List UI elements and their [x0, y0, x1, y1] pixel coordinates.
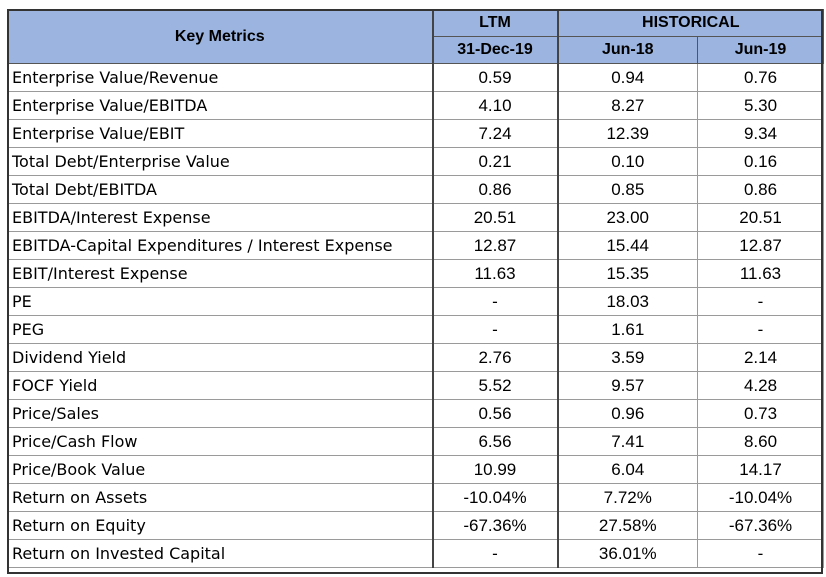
table-row: Dividend Yield 2.76 3.59 2.14 — [7, 343, 825, 372]
ltm-value-cell: 4.10 — [432, 91, 559, 120]
ltm-value-cell: -67.36% — [432, 511, 559, 540]
historical-1-value-cell: 27.58% — [557, 511, 698, 540]
historical-2-value-cell: 0.86 — [696, 175, 825, 204]
ltm-value-cell: 11.63 — [432, 259, 559, 288]
historical-1-value-cell: 0.10 — [557, 147, 698, 176]
ltm-value-cell: 10.99 — [432, 455, 559, 484]
historical-1-value-cell: 8.27 — [557, 91, 698, 120]
historical-2-value-cell: 5.30 — [696, 91, 825, 120]
historical-header: HISTORICAL — [556, 9, 825, 37]
ltm-value-cell: 6.56 — [432, 427, 559, 456]
historical-1-value-cell: 15.35 — [557, 259, 698, 288]
ltm-value-cell: 0.59 — [432, 63, 559, 92]
historical-1-value-cell: 6.04 — [557, 455, 698, 484]
table-row: Total Debt/EBITDA 0.86 0.85 0.86 — [7, 175, 825, 204]
ltm-value-cell: - — [432, 315, 559, 344]
historical-2-value-cell: 0.76 — [696, 63, 825, 92]
table-row: Return on Equity -67.36% 27.58% -67.36% — [7, 511, 825, 540]
ltm-value-cell: 2.76 — [432, 343, 559, 372]
historical-1-value-cell: 15.44 — [557, 231, 698, 260]
metric-name-cell: Enterprise Value/EBIT — [7, 119, 434, 148]
historical-1-value-cell: 23.00 — [557, 203, 698, 232]
table-row: Price/Cash Flow 6.56 7.41 8.60 — [7, 427, 825, 456]
table-row: Price/Sales 0.56 0.96 0.73 — [7, 399, 825, 428]
metrics-table-container: Key Metrics LTM HISTORICAL 31-Dec-19 Jun… — [7, 9, 825, 568]
ltm-value-cell: - — [432, 539, 559, 568]
metric-name-cell: EBITDA-Capital Expenditures / Interest E… — [7, 231, 434, 260]
historical-2-value-cell: - — [696, 539, 825, 568]
historical-2-value-cell: 0.16 — [696, 147, 825, 176]
metric-name-cell: Return on Invested Capital — [7, 539, 434, 568]
historical-2-value-cell: - — [696, 287, 825, 316]
table-row: Total Debt/Enterprise Value 0.21 0.10 0.16 — [7, 147, 825, 176]
ltm-value-cell: 0.86 — [432, 175, 559, 204]
historical-1-value-cell: 1.61 — [557, 315, 698, 344]
metric-name-cell: Price/Cash Flow — [7, 427, 434, 456]
ltm-date-header: 31-Dec-19 — [432, 36, 559, 64]
historical-1-value-cell: 36.01% — [557, 539, 698, 568]
metric-name-cell: Total Debt/EBITDA — [7, 175, 434, 204]
historical-2-value-cell: 14.17 — [696, 455, 825, 484]
historical-2-value-cell: 2.14 — [696, 343, 825, 372]
metric-name-cell: Enterprise Value/EBITDA — [7, 91, 434, 120]
metric-name-cell: EBIT/Interest Expense — [7, 259, 434, 288]
metric-name-cell: Return on Assets — [7, 483, 434, 512]
historical-1-value-cell: 3.59 — [557, 343, 698, 372]
table-row: Enterprise Value/EBIT 7.24 12.39 9.34 — [7, 119, 825, 148]
table-row: PEG -1.61- — [7, 315, 825, 344]
ltm-value-cell: 0.56 — [432, 399, 559, 428]
table-row: Return on Assets -10.04% 7.72% -10.04% — [7, 483, 825, 512]
historical-1-value-cell: 0.96 — [557, 399, 698, 428]
historical-2-value-cell: 9.34 — [696, 119, 825, 148]
historical-1-value-cell: 18.03 — [557, 287, 698, 316]
table-row: FOCF Yield 5.52 9.57 4.28 — [7, 371, 825, 400]
ltm-value-cell: 7.24 — [432, 119, 559, 148]
historical-1-value-cell: 0.94 — [557, 63, 698, 92]
table-row: EBITDA/Interest Expense 20.51 23.00 20.51 — [7, 203, 825, 232]
ltm-value-cell: 20.51 — [432, 203, 559, 232]
ltm-header: LTM — [432, 9, 559, 37]
metric-name-cell: Total Debt/Enterprise Value — [7, 147, 434, 176]
historical-2-value-cell: -67.36% — [696, 511, 825, 540]
historical-2-value-cell: -10.04% — [696, 483, 825, 512]
historical-1-value-cell: 7.41 — [557, 427, 698, 456]
historical-1-value-cell: 0.85 — [557, 175, 698, 204]
metric-name-cell: Dividend Yield — [7, 343, 434, 372]
metric-name-cell: Enterprise Value/Revenue — [7, 63, 434, 92]
historical-2-value-cell: - — [696, 315, 825, 344]
historical-2-value-cell: 8.60 — [696, 427, 825, 456]
ltm-value-cell: 0.21 — [432, 147, 559, 176]
metric-name-cell: Return on Equity — [7, 511, 434, 540]
metric-name-cell: EBITDA/Interest Expense — [7, 203, 434, 232]
key-metrics-header: Key Metrics — [7, 9, 434, 64]
historical-1-value-cell: 9.57 — [557, 371, 698, 400]
table-row: Price/Book Value 10.99 6.04 14.17 — [7, 455, 825, 484]
metric-name-cell: FOCF Yield — [7, 371, 434, 400]
ltm-value-cell: - — [432, 287, 559, 316]
table-row: Return on Invested Capital -36.01% - — [7, 539, 825, 568]
historical-2-value-cell: 20.51 — [696, 203, 825, 232]
ltm-value-cell: 12.87 — [432, 231, 559, 260]
ltm-value-cell: -10.04% — [432, 483, 559, 512]
historical-period-1-header: Jun-18 — [557, 36, 698, 64]
historical-2-value-cell: 12.87 — [696, 231, 825, 260]
table-row: Enterprise Value/EBITDA 4.10 8.27 5.30 — [7, 91, 825, 120]
historical-1-value-cell: 7.72% — [557, 483, 698, 512]
historical-2-value-cell: 11.63 — [696, 259, 825, 288]
table-row: EBIT/Interest Expense 11.63 15.35 11.63 — [7, 259, 825, 288]
key-metrics-table: Key Metrics LTM HISTORICAL 31-Dec-19 Jun… — [7, 9, 825, 568]
historical-2-value-cell: 4.28 — [696, 371, 825, 400]
metrics-body: Enterprise Value/Revenue 0.59 0.94 0.76 Ente… — [7, 63, 825, 568]
metric-name-cell: PEG — [7, 315, 434, 344]
metric-name-cell: Price/Book Value — [7, 455, 434, 484]
metric-name-cell: Price/Sales — [7, 399, 434, 428]
table-row: PE -18.03- — [7, 287, 825, 316]
ltm-value-cell: 5.52 — [432, 371, 559, 400]
historical-1-value-cell: 12.39 — [557, 119, 698, 148]
historical-period-2-header: Jun-19 — [696, 36, 825, 64]
table-row: EBITDA-Capital Expenditures / Interest E… — [7, 231, 825, 260]
historical-2-value-cell: 0.73 — [696, 399, 825, 428]
metric-name-cell: PE — [7, 287, 434, 316]
table-row: Enterprise Value/Revenue 0.59 0.94 0.76 — [7, 63, 825, 92]
